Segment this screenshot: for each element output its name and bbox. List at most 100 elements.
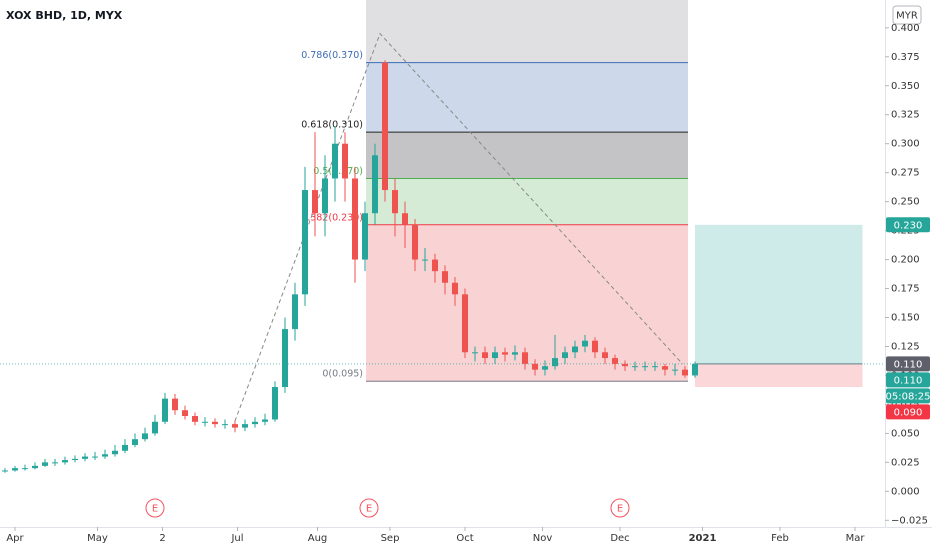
candle-body <box>232 424 238 428</box>
price-badge-label: 0.110 <box>894 359 923 370</box>
candle-body <box>112 450 118 455</box>
price-badge-label: 05:08:25 <box>886 391 931 402</box>
candle-body <box>662 366 668 370</box>
event-marker[interactable] <box>610 498 630 518</box>
candle-body <box>292 294 298 330</box>
candle-body <box>122 444 128 451</box>
candle-body <box>312 190 318 214</box>
x-tick-label: Feb <box>771 533 789 544</box>
candle-body <box>352 178 358 260</box>
chart-title: XOX BHD, 1D, MYX <box>6 9 123 22</box>
event-marker[interactable] <box>145 498 165 518</box>
candle-body <box>672 369 678 371</box>
price-badge-label: 0.090 <box>894 407 923 418</box>
candle-body <box>502 352 508 355</box>
candle-body <box>252 421 258 425</box>
y-tick-label: 0.250 <box>891 197 920 208</box>
y-tick-label: 0.350 <box>891 81 920 92</box>
candle-body <box>622 363 628 367</box>
x-tick-label: 2 <box>159 533 165 544</box>
candle-body <box>92 456 98 458</box>
y-tick-label: 0.025 <box>891 457 920 468</box>
fib-zone <box>366 0 688 63</box>
candle-body <box>22 468 28 470</box>
candle-body <box>132 439 138 445</box>
event-label: E <box>617 504 623 515</box>
candle-body <box>102 454 108 457</box>
candle-body <box>562 352 568 359</box>
candle-body <box>642 366 648 368</box>
candle-body <box>682 369 688 376</box>
price-badge-label: 0.110 <box>894 375 923 386</box>
candle-body <box>212 421 218 425</box>
y-tick-label: 0.325 <box>891 110 920 121</box>
y-tick-label: 0.200 <box>891 255 920 266</box>
x-tick-label: Jul <box>230 533 243 544</box>
currency-box[interactable] <box>892 5 922 25</box>
candle-body <box>42 462 48 466</box>
event-label: E <box>366 504 372 515</box>
candle-body <box>12 468 18 471</box>
fib-label: 0.786(0.370) <box>301 50 363 61</box>
y-tick-label: 0.275 <box>891 168 920 179</box>
candle-body <box>522 352 528 364</box>
candle-body <box>492 352 498 359</box>
candle-body <box>62 460 68 463</box>
candle-body <box>512 352 518 355</box>
candle-body <box>302 190 308 295</box>
x-tick-label: Dec <box>610 533 629 544</box>
price-badge-label: 0.230 <box>894 220 923 231</box>
y-tick-label: 0.400 <box>891 23 920 34</box>
position-target <box>695 224 863 364</box>
candle-body <box>552 358 558 367</box>
candle-body <box>592 340 598 353</box>
candle-body <box>52 462 58 464</box>
fib-label: 0.382(0.230) <box>301 212 363 223</box>
x-tick-label: Aug <box>308 533 328 544</box>
x-tick-label: May <box>87 533 108 544</box>
candle-body <box>332 143 338 179</box>
x-tick-label: Mar <box>846 533 866 544</box>
candle-body <box>282 329 288 388</box>
price-badge <box>886 404 930 420</box>
candle-body <box>372 155 378 214</box>
candle-body <box>362 213 368 260</box>
x-tick-label: Oct <box>456 533 473 544</box>
candle-body <box>632 366 638 368</box>
candle-body <box>572 346 578 353</box>
candle-body <box>612 358 618 364</box>
x-tick-label: 2021 <box>689 533 717 544</box>
candle-body <box>582 340 588 347</box>
fib-zone <box>366 132 688 179</box>
candle-body <box>542 366 548 370</box>
candle-body <box>142 433 148 440</box>
candle-body <box>692 363 698 376</box>
y-tick-label: 0.375 <box>891 52 920 63</box>
candle-body <box>382 62 388 191</box>
candle-body <box>272 387 278 420</box>
event-label: E <box>152 504 158 515</box>
candle-body <box>392 190 398 214</box>
candle-body <box>442 271 448 283</box>
candle-body <box>152 421 158 434</box>
candle-body <box>202 421 208 423</box>
event-marker[interactable] <box>359 498 379 518</box>
candle-body <box>162 398 168 422</box>
candle-body <box>462 294 468 353</box>
x-tick-label: Sep <box>381 533 400 544</box>
y-tick-label: −0.025 <box>891 515 928 526</box>
fib-zone <box>366 62 688 133</box>
y-tick-label: 0.000 <box>891 486 920 497</box>
candle-body <box>222 424 228 426</box>
candle-body <box>402 213 408 225</box>
candle-body <box>412 224 418 260</box>
currency-label[interactable]: MYR <box>896 11 918 22</box>
candle-body <box>482 352 488 359</box>
candle-body <box>432 259 438 272</box>
candle-body <box>192 416 198 422</box>
price-badge <box>886 217 930 233</box>
candle-body <box>32 465 38 469</box>
candle-body <box>82 456 88 459</box>
y-tick-label: 0.050 <box>891 428 920 439</box>
